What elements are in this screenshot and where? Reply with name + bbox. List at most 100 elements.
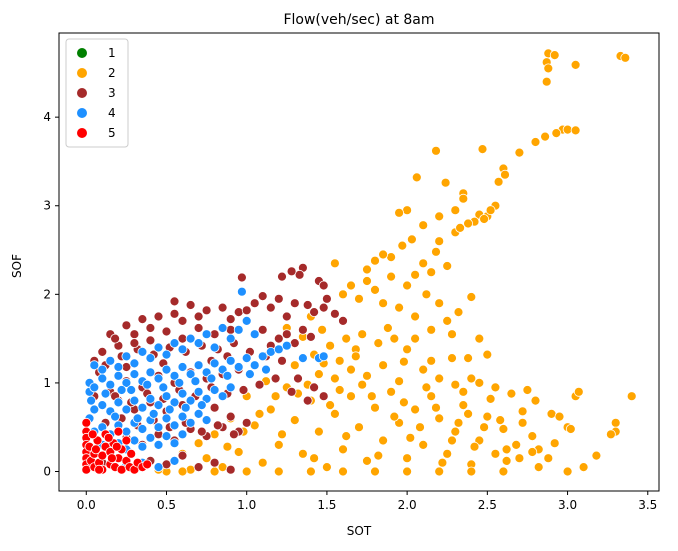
point-series-2 bbox=[402, 344, 413, 355]
point-series-4 bbox=[161, 364, 172, 375]
point-series-2 bbox=[549, 438, 560, 449]
point-series-2 bbox=[397, 240, 408, 251]
point-series-4 bbox=[153, 462, 164, 473]
point-series-4 bbox=[249, 360, 260, 371]
point-series-3 bbox=[277, 355, 287, 366]
point-series-2 bbox=[442, 448, 453, 459]
point-series-4 bbox=[193, 386, 204, 397]
point-series-3 bbox=[318, 280, 329, 291]
point-series-2 bbox=[289, 415, 300, 426]
point-series-2 bbox=[297, 448, 308, 459]
point-series-2 bbox=[378, 249, 389, 260]
point-series-2 bbox=[426, 267, 437, 278]
point-series-4 bbox=[145, 432, 156, 443]
point-series-3 bbox=[161, 326, 172, 337]
point-series-3 bbox=[297, 324, 308, 335]
point-series-3 bbox=[121, 320, 132, 331]
point-series-4 bbox=[113, 370, 124, 381]
point-series-3 bbox=[225, 314, 236, 325]
point-series-2 bbox=[434, 236, 445, 247]
point-series-3 bbox=[145, 335, 156, 346]
point-series-2 bbox=[500, 169, 510, 180]
point-series-2 bbox=[346, 391, 356, 402]
point-series-3 bbox=[318, 302, 329, 313]
point-series-4 bbox=[169, 338, 180, 349]
point-series-2 bbox=[305, 466, 316, 477]
legend-label-1: 1 bbox=[108, 46, 116, 60]
point-series-2 bbox=[362, 370, 372, 381]
point-series-4 bbox=[100, 388, 111, 399]
point-series-2 bbox=[453, 307, 464, 318]
point-series-2 bbox=[485, 393, 496, 404]
point-series-4 bbox=[217, 323, 228, 333]
point-series-2 bbox=[533, 462, 544, 473]
point-series-4 bbox=[174, 377, 185, 388]
point-series-2 bbox=[437, 457, 448, 468]
point-series-4 bbox=[180, 402, 191, 413]
point-series-2 bbox=[410, 333, 421, 344]
point-series-4 bbox=[153, 400, 164, 411]
point-series-2 bbox=[543, 63, 554, 74]
point-series-3 bbox=[265, 302, 276, 313]
point-series-2 bbox=[386, 386, 397, 397]
point-series-4 bbox=[116, 385, 127, 395]
chart-title: Flow(veh/sec) at 8am bbox=[283, 12, 434, 28]
point-series-4 bbox=[249, 329, 260, 340]
point-series-2 bbox=[313, 369, 324, 380]
point-series-3 bbox=[145, 323, 156, 333]
point-series-4 bbox=[137, 402, 148, 413]
point-series-2 bbox=[434, 298, 445, 309]
point-series-4 bbox=[244, 369, 255, 380]
point-series-4 bbox=[241, 353, 252, 364]
point-series-3 bbox=[169, 296, 180, 307]
point-series-2 bbox=[418, 364, 429, 375]
point-series-2 bbox=[431, 402, 441, 413]
point-series-5 bbox=[103, 432, 114, 443]
point-series-4 bbox=[153, 422, 164, 433]
point-series-4 bbox=[196, 400, 207, 411]
point-series-4 bbox=[177, 411, 188, 422]
point-series-2 bbox=[370, 466, 380, 477]
point-series-2 bbox=[474, 333, 485, 344]
point-series-4 bbox=[209, 358, 220, 369]
point-series-5 bbox=[107, 453, 117, 464]
point-series-3 bbox=[177, 450, 188, 461]
points-layer bbox=[81, 48, 637, 477]
point-series-3 bbox=[318, 391, 329, 402]
point-series-2 bbox=[485, 205, 496, 216]
point-series-4 bbox=[209, 342, 220, 353]
point-series-2 bbox=[410, 311, 421, 322]
point-series-4 bbox=[190, 376, 201, 387]
point-series-2 bbox=[389, 411, 400, 422]
point-series-2 bbox=[482, 349, 493, 360]
point-series-4 bbox=[281, 340, 292, 351]
point-series-3 bbox=[236, 272, 247, 283]
point-series-2 bbox=[378, 298, 389, 309]
legend-marker-4 bbox=[77, 108, 87, 118]
point-series-4 bbox=[153, 373, 164, 384]
point-series-4 bbox=[169, 420, 180, 431]
point-series-4 bbox=[137, 346, 148, 357]
point-series-4 bbox=[89, 404, 100, 415]
point-series-4 bbox=[318, 351, 329, 362]
point-series-2 bbox=[313, 426, 324, 437]
point-series-2 bbox=[610, 417, 621, 428]
point-series-2 bbox=[458, 386, 469, 397]
point-series-2 bbox=[362, 276, 372, 286]
point-series-3 bbox=[193, 462, 204, 473]
x-tick-label: 2.5 bbox=[478, 498, 497, 512]
point-series-5 bbox=[111, 441, 122, 452]
point-series-2 bbox=[498, 424, 509, 434]
point-series-2 bbox=[514, 453, 525, 464]
legend-label-4: 4 bbox=[108, 106, 116, 120]
point-series-3 bbox=[241, 417, 252, 428]
point-series-4 bbox=[261, 364, 271, 375]
point-series-3 bbox=[169, 308, 180, 319]
legend-marker-2 bbox=[77, 68, 87, 78]
point-series-2 bbox=[373, 450, 384, 461]
point-series-2 bbox=[426, 355, 437, 366]
x-tick-label: 3.5 bbox=[638, 498, 657, 512]
point-series-2 bbox=[382, 323, 393, 333]
point-series-2 bbox=[490, 382, 501, 393]
